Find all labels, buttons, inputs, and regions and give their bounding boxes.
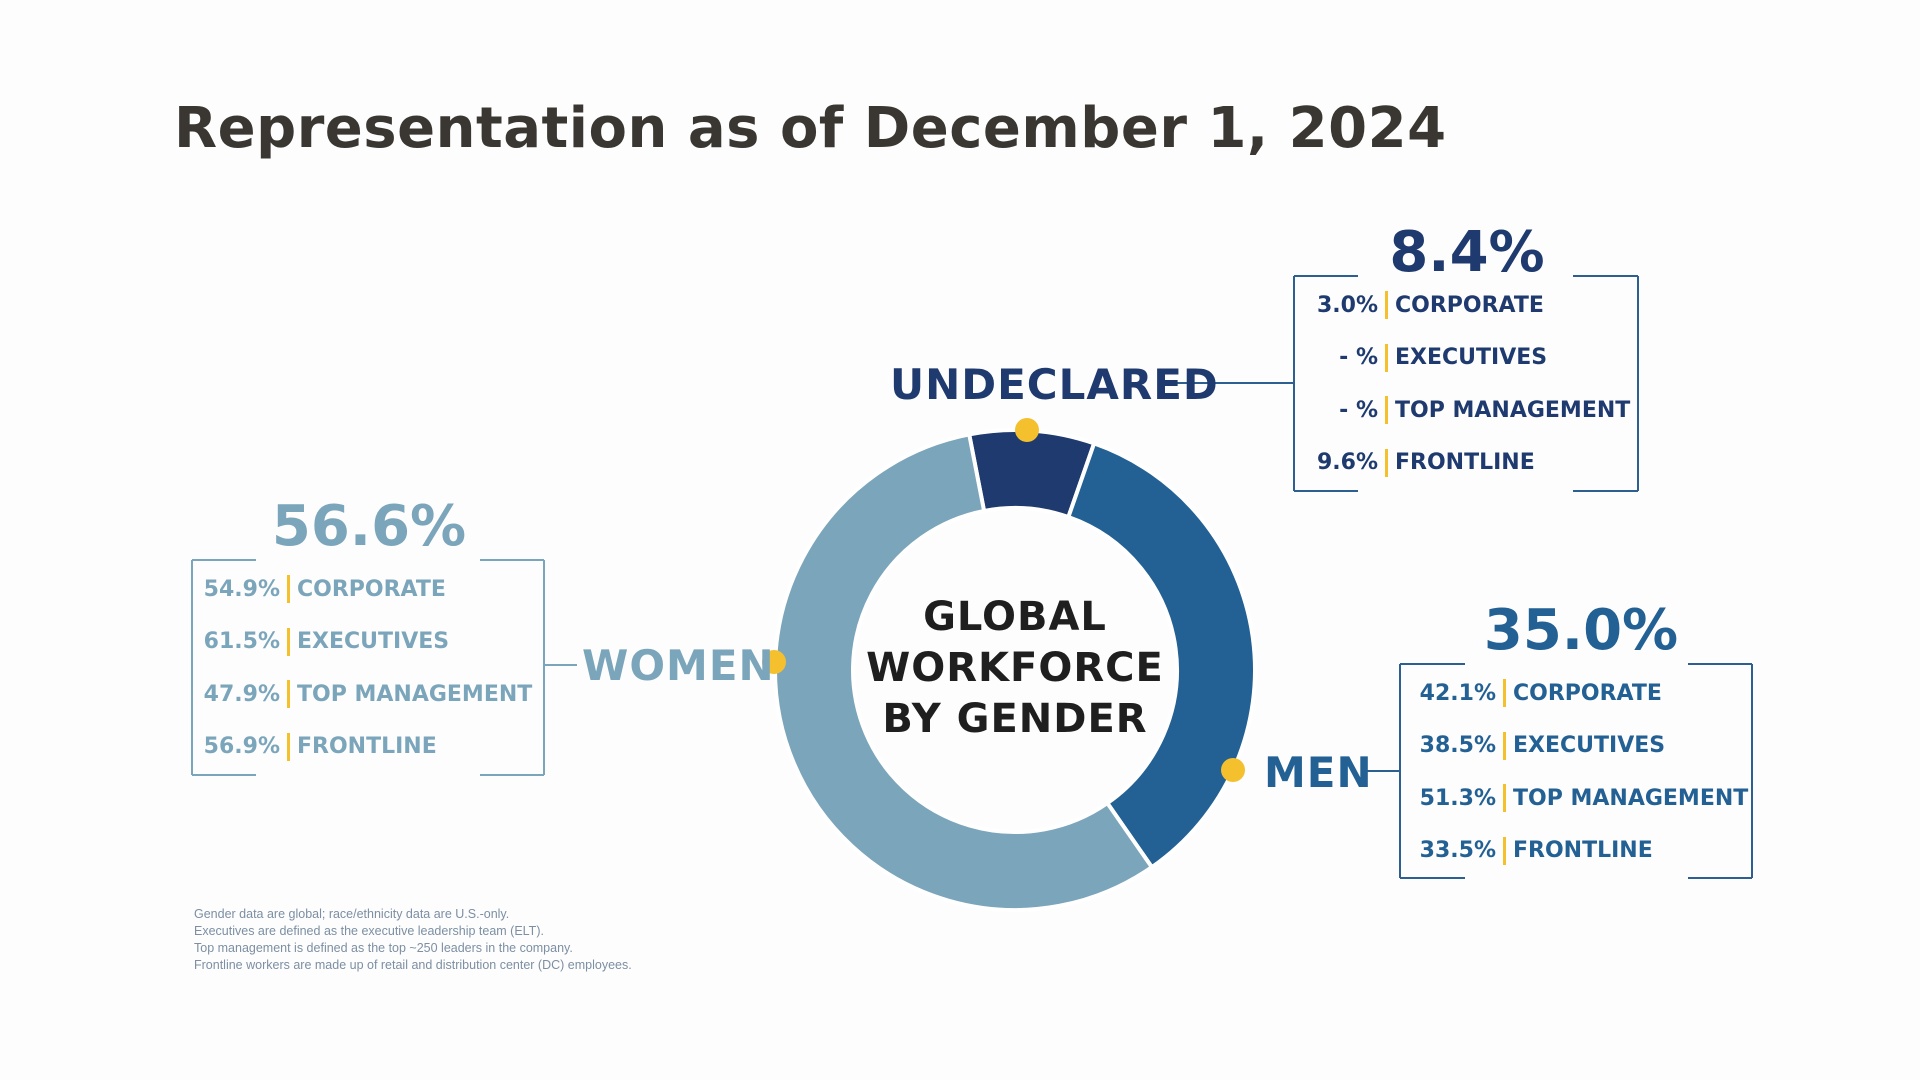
women-slice [772,432,1155,912]
undeclared-breakdown-label: FRONTLINE [1395,450,1535,475]
women-marker [762,650,786,674]
separator-bar [1385,291,1388,319]
undeclared-breakdown-value: 3.0% [1316,292,1378,318]
men-breakdown-row: 51.3% TOP MANAGEMENT [1408,784,1748,812]
footnote-line: Gender data are global; race/ethnicity d… [194,907,510,921]
separator-bar [287,627,290,656]
women-breakdown-value: 54.9% [203,576,280,602]
undeclared-breakdown-label: CORPORATE [1395,292,1544,318]
undeclared-marker [1015,418,1039,442]
undeclared-breakdown-label: TOP MANAGEMENT [1395,397,1631,423]
center-label-line-3: BY GENDER [882,696,1148,742]
women-breakdown-value: 61.5% [203,629,280,654]
undeclared-percent: 8.4% [1389,220,1545,285]
footnote-line: Top management is defined as the top ~25… [194,941,573,955]
women-breakdown-label: TOP MANAGEMENT [297,681,533,707]
undeclared-breakdown-row: - % EXECUTIVES [1302,343,1548,372]
separator-bar [287,732,290,761]
men-breakdown-label: TOP MANAGEMENT [1513,785,1749,811]
men-percent: 35.0% [1483,598,1679,663]
center-label-line-2: WORKFORCE [866,645,1164,691]
separator-bar [287,575,290,603]
separator-bar [1503,679,1506,707]
women-breakdown-row: 54.9% CORPORATE [200,575,446,603]
women-breakdown-value: 47.9% [203,681,280,707]
separator-bar [1385,448,1388,477]
center-label-line-1: GLOBAL [923,594,1107,640]
women-percent: 56.6% [271,494,467,559]
women-label: WOMEN [582,641,775,690]
men-breakdown-value: 42.1% [1419,680,1496,706]
women-breakdown-value: 56.9% [203,734,280,759]
undeclared-breakdown-label: EXECUTIVES [1395,345,1548,370]
separator-bar [1503,731,1506,760]
footnotes: Gender data are global; race/ethnicity d… [194,906,632,974]
undeclared-breakdown-value: - % [1339,397,1378,423]
separator-bar [1385,343,1388,372]
undeclared-breakdown-row: 3.0% CORPORATE [1302,291,1544,319]
undeclared-breakdown-value: 9.6% [1316,450,1378,475]
footnote-line: Frontline workers are made up of retail … [194,958,632,972]
men-breakdown-row: 38.5% EXECUTIVES [1408,731,1666,760]
undeclared-breakdown-row: - % TOP MANAGEMENT [1302,396,1630,424]
men-breakdown-row: 42.1% CORPORATE [1408,679,1662,707]
undeclared-breakdown-value: - % [1339,345,1378,370]
men-label: MEN [1264,748,1373,797]
undeclared-label: UNDECLARED [890,360,1219,409]
men-marker [1221,758,1245,782]
separator-bar [1503,784,1506,812]
men-slice [1065,440,1257,870]
men-breakdown-row: 33.5% FRONTLINE [1408,836,1653,865]
men-breakdown-value: 33.5% [1419,838,1496,863]
women-breakdown-row: 56.9% FRONTLINE [200,732,437,761]
men-breakdown-value: 51.3% [1419,785,1496,811]
women-breakdown-label: CORPORATE [297,576,446,602]
men-breakdown-label: FRONTLINE [1513,838,1653,863]
page-title: Representation as of December 1, 2024 [174,96,1447,161]
separator-bar [287,680,290,708]
women-breakdown-label: EXECUTIVES [297,629,450,654]
men-breakdown-value: 38.5% [1419,733,1496,758]
women-breakdown-row: 61.5% EXECUTIVES [200,627,450,656]
chart-center-label: GLOBAL WORKFORCE BY GENDER [830,592,1200,745]
women-breakdown-label: FRONTLINE [297,734,437,759]
men-breakdown-label: EXECUTIVES [1513,733,1666,758]
footnote-line: Executives are defined as the executive … [194,924,544,938]
men-breakdown-label: CORPORATE [1513,680,1662,706]
undeclared-breakdown-row: 9.6% FRONTLINE [1302,448,1535,477]
separator-bar [1385,396,1388,424]
women-breakdown-row: 47.9% TOP MANAGEMENT [200,680,532,708]
separator-bar [1503,836,1506,865]
